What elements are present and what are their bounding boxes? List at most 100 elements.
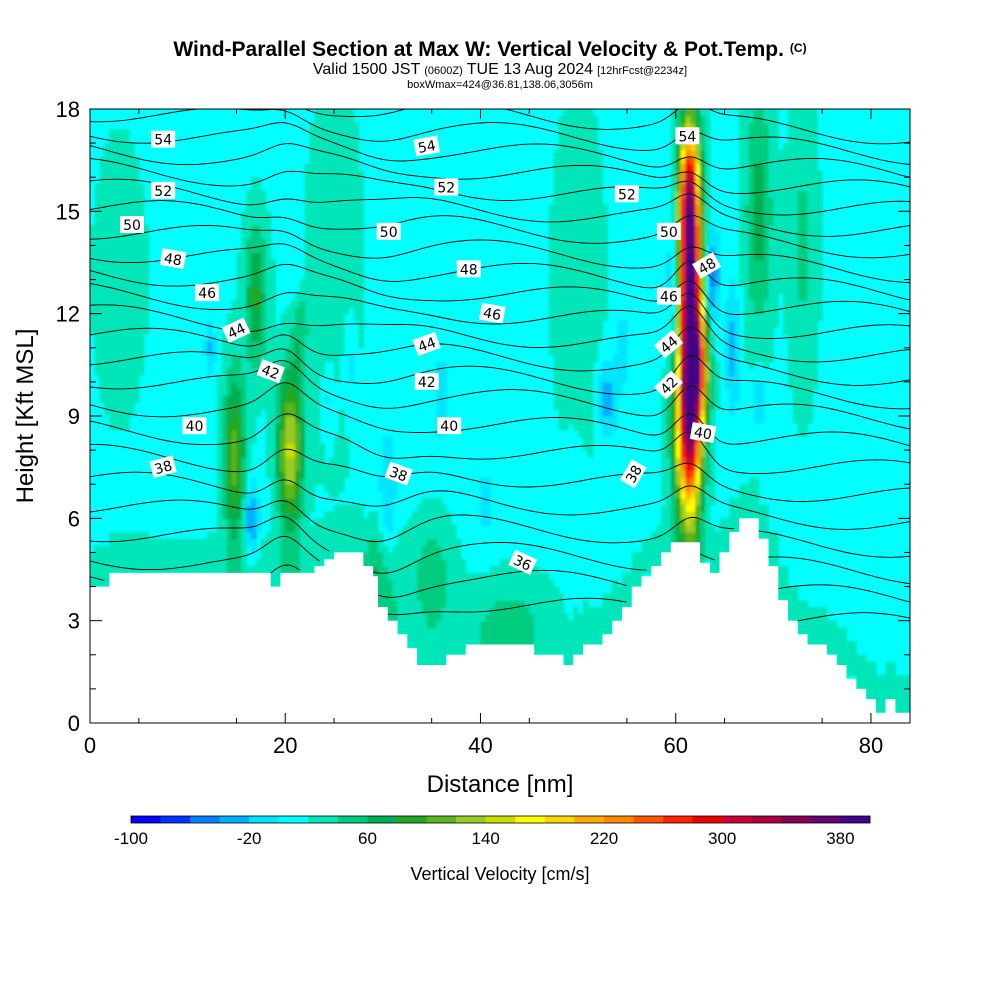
velocity-cell [578, 109, 584, 117]
velocity-cell [812, 627, 818, 635]
velocity-cell [363, 545, 369, 554]
velocity-cell [485, 491, 491, 499]
velocity-cell [353, 511, 360, 519]
velocity-cell [700, 381, 706, 390]
velocity-cell [324, 354, 330, 363]
velocity-cell [758, 293, 765, 301]
velocity-cell [573, 190, 579, 199]
velocity-cell [275, 470, 281, 478]
velocity-cell [241, 375, 247, 383]
velocity-cell [451, 525, 457, 533]
velocity-cell [392, 607, 399, 615]
velocity-cell [582, 634, 589, 642]
velocity-cell [285, 306, 291, 315]
velocity-cell [709, 566, 716, 574]
velocity-cell [109, 204, 115, 212]
velocity-cell [758, 129, 765, 137]
velocity-cell [787, 286, 794, 294]
velocity-cell [758, 395, 765, 403]
velocity-cell [783, 566, 789, 574]
velocity-cell [607, 607, 613, 615]
velocity-cell [665, 538, 672, 547]
velocity-cell [387, 436, 394, 444]
velocity-cell [787, 279, 794, 287]
velocity-cell [334, 231, 340, 240]
velocity-cell [436, 566, 443, 574]
velocity-cell [421, 538, 428, 547]
velocity-cell [563, 613, 569, 622]
velocity-cell [299, 518, 306, 526]
velocity-cell [495, 566, 501, 574]
velocity-cell [568, 409, 574, 417]
velocity-cell [221, 477, 228, 485]
velocity-cell [207, 361, 213, 369]
velocity-cell [329, 463, 335, 472]
velocity-cell [338, 245, 345, 253]
velocity-cell [309, 149, 316, 158]
velocity-cell [846, 654, 853, 663]
velocity-cell [212, 334, 218, 342]
velocity-cell [631, 572, 638, 581]
velocity-cell [290, 368, 296, 376]
velocity-cell [309, 252, 316, 260]
velocity-cell [304, 531, 311, 540]
velocity-cell [553, 395, 560, 403]
velocity-cell [295, 552, 301, 560]
isotherm-label-bg [120, 216, 144, 233]
velocity-cell [382, 579, 389, 588]
velocity-cell [539, 620, 545, 629]
velocity-cell [138, 231, 145, 240]
velocity-cell [607, 422, 613, 431]
velocity-cell [773, 293, 779, 301]
velocity-cell [202, 566, 208, 574]
velocity-cell [768, 252, 774, 260]
velocity-cell [797, 402, 804, 410]
velocity-cell [260, 190, 267, 199]
velocity-cell [119, 354, 125, 363]
velocity-cell [573, 204, 579, 212]
velocity-cell [280, 327, 286, 335]
velocity-cell [143, 265, 150, 274]
velocity-cell [260, 566, 267, 574]
velocity-cell [309, 231, 316, 240]
velocity-cell [700, 224, 706, 233]
velocity-cell [119, 272, 125, 281]
velocity-cell [558, 122, 565, 131]
velocity-cell [612, 579, 618, 588]
velocity-cell [529, 572, 535, 581]
velocity-cell [421, 497, 428, 506]
velocity-cell [124, 340, 130, 349]
velocity-cell [836, 634, 843, 642]
velocity-cell [119, 361, 125, 369]
velocity-cell [548, 340, 555, 349]
velocity-cell [114, 190, 120, 199]
velocity-cell [221, 463, 228, 472]
velocity-cell [695, 450, 701, 458]
velocity-cell [226, 511, 233, 519]
velocity-cell [402, 613, 408, 622]
velocity-cell [334, 538, 340, 547]
velocity-cell [329, 163, 335, 171]
velocity-cell [495, 627, 501, 635]
velocity-cell [802, 620, 809, 629]
velocity-cell [602, 402, 608, 410]
velocity-cell [582, 190, 589, 199]
velocity-cell [685, 368, 691, 376]
velocity-cell [260, 245, 267, 253]
velocity-cell [553, 238, 560, 247]
isotherm-line [90, 326, 910, 386]
velocity-cell [304, 477, 311, 485]
velocity-cell [314, 470, 320, 478]
velocity-cell [353, 504, 360, 513]
velocity-cell [290, 545, 296, 554]
velocity-cell [578, 620, 584, 629]
velocity-cell [729, 381, 735, 390]
velocity-cell [787, 231, 794, 240]
velocity-cell [363, 525, 369, 533]
velocity-cell [602, 300, 608, 308]
velocity-cell [773, 245, 779, 253]
velocity-cell [724, 327, 730, 335]
velocity-cell [397, 586, 403, 594]
velocity-cell [133, 552, 140, 560]
velocity-cell [275, 463, 281, 472]
